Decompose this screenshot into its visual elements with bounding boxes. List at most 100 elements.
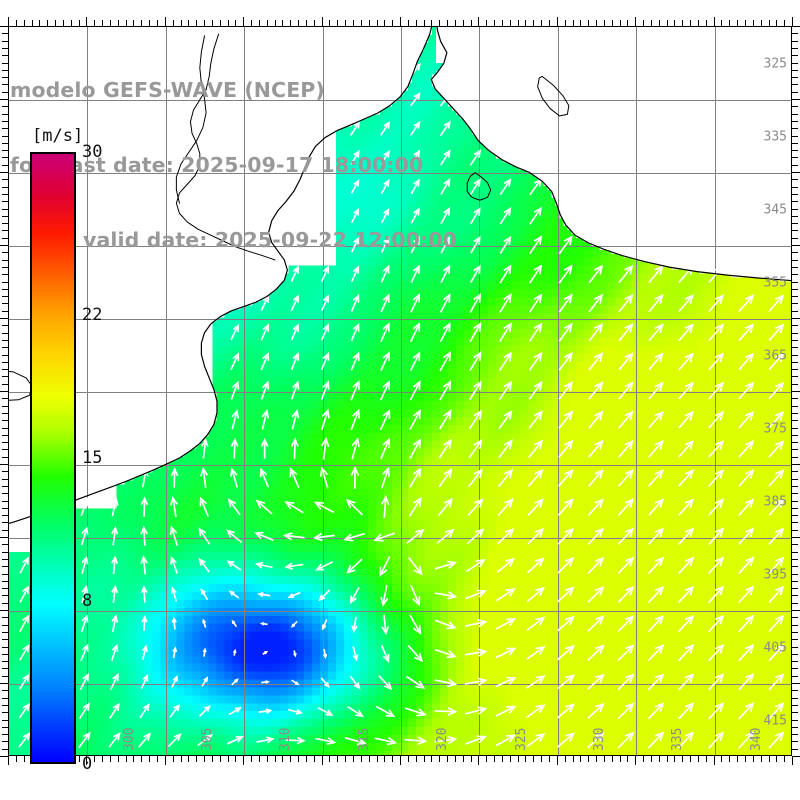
x-tick-mark [298, 756, 300, 762]
wind-arrow [258, 708, 273, 714]
wind-arrow [167, 733, 182, 748]
wind-arrow [768, 381, 785, 400]
x-tick-mark-top [180, 20, 182, 26]
y-tick-mark-left [2, 128, 8, 130]
wind-arrow [557, 468, 574, 487]
wind-arrow [259, 467, 270, 488]
x-tick-mark-top [737, 20, 739, 26]
wind-arrow [677, 702, 695, 720]
wind-arrow [438, 438, 452, 459]
wind-arrow [345, 498, 363, 516]
wind-arrow [738, 585, 755, 604]
wind-arrow [375, 705, 396, 718]
wind-arrow [556, 645, 575, 661]
wind-arrow [588, 293, 604, 313]
wind-arrow [768, 439, 785, 458]
wind-arrow [497, 498, 514, 516]
y-tick-mark [792, 610, 800, 611]
wind-arrow [373, 532, 396, 542]
wind-arrow [617, 527, 635, 545]
wind-arrow [292, 650, 297, 658]
x-tick-mark [439, 756, 441, 762]
wind-arrow [618, 381, 634, 400]
wind-arrow [80, 643, 89, 662]
y-tick-mark-left [2, 310, 8, 312]
grid-line-horizontal [9, 319, 791, 320]
y-tick-mark-left [0, 610, 8, 611]
y-tick-mark [792, 157, 798, 159]
y-tick-mark-left [2, 617, 8, 619]
wind-arrow [282, 532, 305, 541]
wind-arrow [678, 498, 695, 516]
wind-arrow [708, 498, 725, 516]
y-tick-mark [792, 653, 798, 655]
wind-arrow [526, 704, 546, 719]
y-tick-mark-left [2, 741, 8, 743]
y-tick-mark-left [2, 142, 8, 144]
y-tick-mark-left [0, 318, 8, 319]
wind-arrow [677, 731, 695, 749]
wind-arrow [343, 532, 365, 542]
wind-arrow [768, 643, 785, 662]
wind-arrow [768, 556, 785, 575]
x-tick-mark [157, 756, 158, 762]
wind-arrow [200, 438, 209, 459]
wind-arrow [678, 294, 694, 313]
wind-arrow [18, 643, 30, 661]
grid-line-horizontal [9, 611, 791, 612]
x-tick-mark-top [705, 20, 707, 26]
wind-arrow [140, 555, 148, 575]
x-tick-mark [360, 756, 362, 762]
x-tick-mark [509, 756, 511, 762]
grid-line-horizontal [9, 100, 791, 101]
wind-arrow [406, 528, 425, 544]
y-tick-mark [792, 741, 798, 743]
y-tick-mark [792, 69, 798, 71]
wind-arrow [464, 619, 488, 628]
wind-arrow [439, 293, 451, 313]
wind-arrow [410, 584, 421, 607]
x-tick-mark [729, 756, 731, 762]
x-tick-mark [784, 756, 786, 762]
x-tick-mark [258, 756, 260, 762]
wind-arrow [350, 408, 361, 431]
wind-arrow [618, 468, 634, 487]
x-tick-mark-top [55, 20, 56, 26]
x-tick-mark-top [313, 20, 315, 26]
x-tick-mark-top [494, 20, 496, 26]
y-tick-mark-left [2, 296, 8, 298]
x-tick-mark [454, 756, 456, 762]
x-tick-mark [674, 756, 676, 762]
map-plot-area[interactable]: 3253353453553653753853954054152953003053… [8, 26, 792, 756]
wind-arrow [587, 586, 605, 603]
x-tick-mark-top [102, 20, 104, 26]
x-tick-mark [400, 756, 401, 765]
wind-arrow [409, 438, 422, 459]
x-tick-mark-top [94, 20, 96, 26]
x-tick-mark-top [337, 20, 339, 26]
x-tick-mark [588, 756, 590, 762]
wind-arrow [79, 672, 90, 691]
colorbar-tick: 22 [82, 305, 103, 326]
wind-arrow [499, 292, 512, 314]
wind-arrow [467, 498, 484, 516]
x-tick-mark-top [556, 17, 558, 26]
wind-arrow [768, 731, 785, 749]
wind-arrow [81, 585, 89, 603]
y-tick-mark-left [2, 573, 8, 575]
y-axis-label: 385 [763, 494, 787, 509]
y-tick-mark [792, 376, 798, 378]
x-tick-mark-top [149, 20, 151, 26]
x-tick-mark [117, 756, 119, 762]
y-tick-mark-left [2, 661, 8, 663]
wind-arrow [18, 673, 30, 690]
x-tick-mark-top [674, 20, 676, 26]
y-tick-mark-left [2, 690, 8, 692]
wind-arrow [284, 562, 304, 570]
y-tick-mark [792, 208, 798, 210]
x-tick-mark [760, 756, 762, 762]
y-tick-mark [792, 471, 798, 473]
x-tick-mark-top [721, 20, 723, 26]
wind-arrow [708, 265, 724, 283]
